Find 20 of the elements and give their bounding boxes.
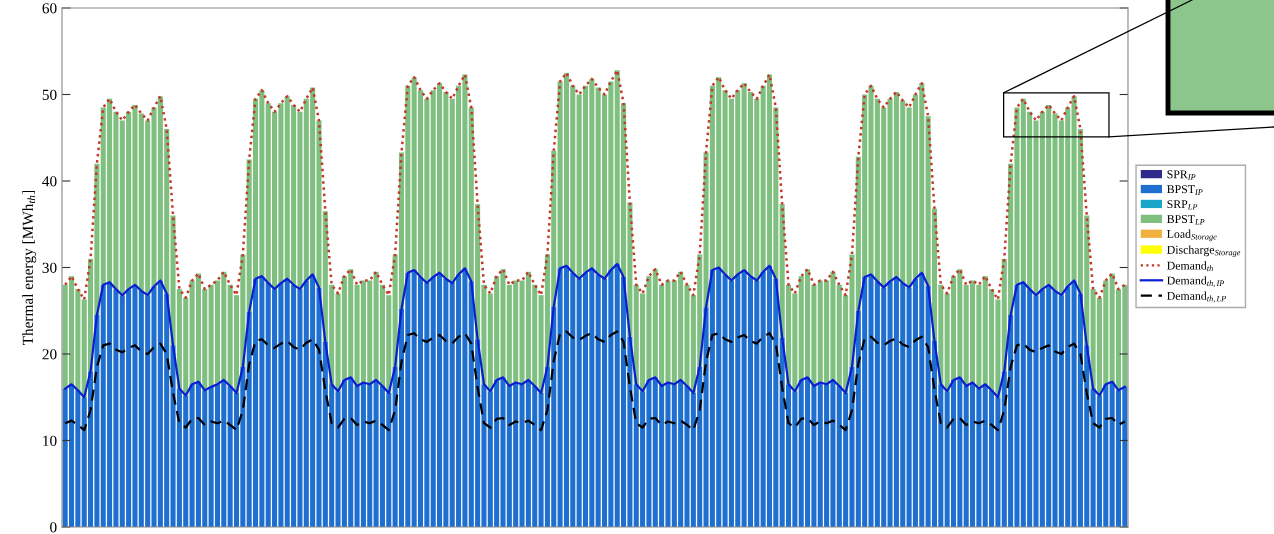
y-tick-label: 40 bbox=[42, 176, 57, 187]
y-tick-label: 20 bbox=[42, 349, 57, 360]
legend-label: Demand$_{th,LP}$ bbox=[1167, 291, 1226, 303]
y-tick-label: 10 bbox=[43, 435, 57, 446]
line-series bbox=[64, 330, 1126, 432]
legend-label: BPST$_{IP}$ bbox=[1167, 185, 1203, 195]
y-tick-label: 0 bbox=[50, 522, 57, 533]
y-tick-label: 60 bbox=[42, 3, 57, 14]
line-series bbox=[64, 262, 1126, 399]
legend-label: Load$_{Storage}$ bbox=[1167, 229, 1217, 242]
legend-label: Demand$_{th,IP}$ bbox=[1167, 276, 1225, 288]
legend-label: BPST$_{LP}$ bbox=[1167, 215, 1205, 225]
legend-label: SPR$_{IP}$ bbox=[1167, 170, 1196, 180]
legend-label: Discharge$_{Storage}$ bbox=[1167, 245, 1241, 258]
line-series bbox=[63, 69, 1127, 301]
y-tick-label: 50 bbox=[42, 89, 57, 100]
legend-label: SRP$_{LP}$ bbox=[1167, 200, 1198, 210]
legend-label: Demand$_{th}$ bbox=[1167, 261, 1213, 272]
y-tick-label: 30 bbox=[42, 262, 57, 273]
y-axis-title: Thermal energy [MWh$_{th}$] bbox=[22, 190, 37, 346]
